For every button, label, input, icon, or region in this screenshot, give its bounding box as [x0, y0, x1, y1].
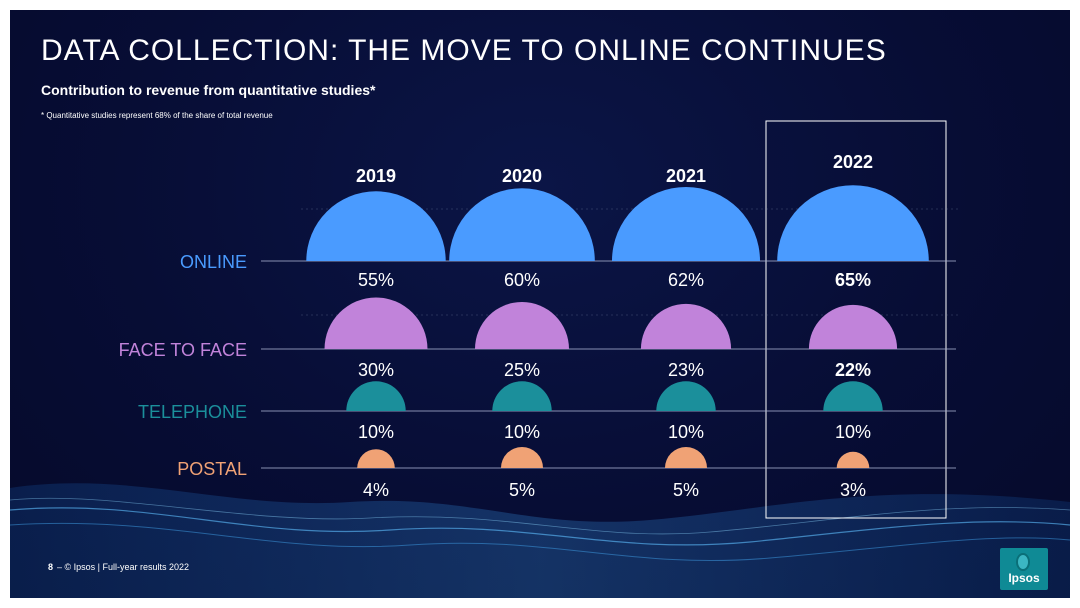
category-label-postal: POSTAL	[177, 459, 247, 479]
bubble-postal-2021	[664, 446, 708, 468]
page-number: 8	[48, 562, 54, 572]
value-label-postal-2021: 5%	[673, 480, 699, 500]
bubble-postal-2022	[836, 451, 870, 468]
category-label-online: ONLINE	[180, 252, 247, 272]
background-wave	[10, 483, 1070, 598]
bubble-telephone-2019	[346, 381, 406, 411]
bubble-online-2020	[449, 188, 595, 261]
value-label-postal-2022: 3%	[840, 480, 866, 500]
bubble-face-to-face-2021	[640, 303, 732, 349]
highlight-box-2022	[765, 120, 947, 519]
value-label-online-2022: 65%	[835, 270, 871, 290]
bubble-telephone-2021	[656, 381, 716, 411]
value-label-online-2019: 55%	[358, 270, 394, 290]
page-title: DATA COLLECTION: THE MOVE TO ONLINE CONT…	[41, 34, 887, 67]
year-header-2020: 2020	[502, 166, 542, 186]
bubble-face-to-face-2019	[324, 297, 428, 349]
chart-subtitle: Contribution to revenue from quantitativ…	[41, 82, 376, 98]
chart: 2019 2020 2021 2022 ONLINE 55% 60% 62% 65% FACE T…	[119, 120, 961, 519]
bubble-telephone-2020	[492, 381, 552, 411]
value-label-online-2021: 62%	[668, 270, 704, 290]
value-label-face-to-face-2020: 25%	[504, 360, 540, 380]
year-header-2022: 2022	[833, 152, 873, 172]
value-label-online-2020: 60%	[504, 270, 540, 290]
logo-mark-icon	[1016, 553, 1030, 571]
ipsos-logo: Ipsos	[1000, 548, 1048, 590]
bubble-postal-2019	[357, 449, 395, 468]
slide: DATA COLLECTION: THE MOVE TO ONLINE CONT…	[10, 10, 1070, 598]
bubble-face-to-face-2022	[808, 304, 898, 349]
bubble-online-2021	[611, 186, 761, 261]
bubble-telephone-2022	[823, 381, 883, 411]
footer-text: – © Ipsos | Full-year results 2022	[57, 562, 190, 572]
value-label-telephone-2022: 10%	[835, 422, 871, 442]
footer: 8– © Ipsos | Full-year results 2022	[48, 562, 189, 572]
value-label-face-to-face-2021: 23%	[668, 360, 704, 380]
bubble-online-2019	[306, 191, 446, 261]
bubble-online-2022	[777, 185, 929, 261]
value-label-postal-2020: 5%	[509, 480, 535, 500]
year-header-2019: 2019	[356, 166, 396, 186]
category-label-telephone: TELEPHONE	[138, 402, 247, 422]
value-label-postal-2019: 4%	[363, 480, 389, 500]
value-label-telephone-2020: 10%	[504, 422, 540, 442]
logo-text: Ipsos	[1008, 571, 1040, 585]
bubble-postal-2020	[500, 446, 544, 468]
category-label-face-to-face: FACE TO FACE	[119, 340, 247, 360]
value-label-face-to-face-2019: 30%	[358, 360, 394, 380]
footnote: * Quantitative studies represent 68% of …	[41, 111, 273, 120]
bubble-face-to-face-2020	[475, 302, 569, 349]
value-label-face-to-face-2022: 22%	[835, 360, 871, 380]
year-header-2021: 2021	[666, 166, 706, 186]
value-label-telephone-2019: 10%	[358, 422, 394, 442]
value-label-telephone-2021: 10%	[668, 422, 704, 442]
